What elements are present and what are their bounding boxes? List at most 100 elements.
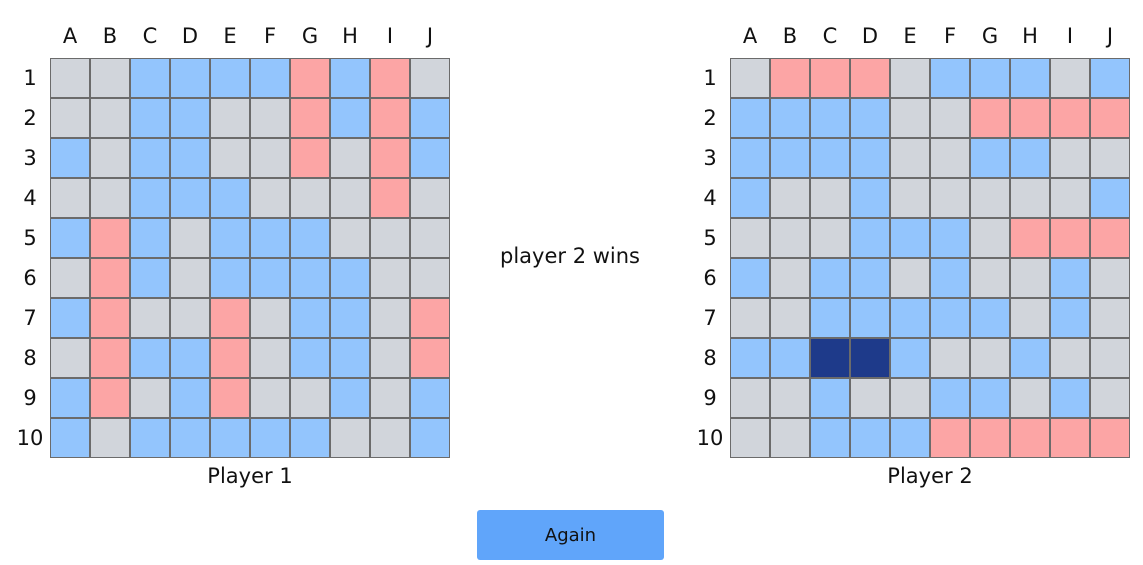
cell-b9-hit[interactable] <box>90 378 130 418</box>
cell-j7-empty[interactable] <box>1090 298 1130 338</box>
cell-d1-miss[interactable] <box>170 58 210 98</box>
cell-h1-miss[interactable] <box>330 58 370 98</box>
cell-h7-empty[interactable] <box>1010 298 1050 338</box>
cell-d6-miss[interactable] <box>850 258 890 298</box>
cell-c4-miss[interactable] <box>130 178 170 218</box>
cell-b4-empty[interactable] <box>770 178 810 218</box>
cell-a4-miss[interactable] <box>730 178 770 218</box>
cell-j3-miss[interactable] <box>410 138 450 178</box>
cell-i3-hit[interactable] <box>370 138 410 178</box>
cell-a1-empty[interactable] <box>50 58 90 98</box>
cell-e4-empty[interactable] <box>890 178 930 218</box>
cell-e3-empty[interactable] <box>210 138 250 178</box>
cell-j4-miss[interactable] <box>1090 178 1130 218</box>
cell-f10-miss[interactable] <box>250 418 290 458</box>
cell-j6-empty[interactable] <box>1090 258 1130 298</box>
cell-d10-miss[interactable] <box>170 418 210 458</box>
cell-f6-miss[interactable] <box>930 258 970 298</box>
cell-d5-miss[interactable] <box>850 218 890 258</box>
cell-a8-empty[interactable] <box>50 338 90 378</box>
cell-g6-miss[interactable] <box>290 258 330 298</box>
cell-a7-miss[interactable] <box>50 298 90 338</box>
cell-b10-empty[interactable] <box>90 418 130 458</box>
cell-a4-empty[interactable] <box>50 178 90 218</box>
cell-e6-miss[interactable] <box>210 258 250 298</box>
cell-b7-empty[interactable] <box>770 298 810 338</box>
cell-d4-miss[interactable] <box>170 178 210 218</box>
cell-e5-miss[interactable] <box>890 218 930 258</box>
cell-f1-miss[interactable] <box>250 58 290 98</box>
cell-a2-miss[interactable] <box>730 98 770 138</box>
cell-i5-empty[interactable] <box>370 218 410 258</box>
cell-h4-empty[interactable] <box>330 178 370 218</box>
cell-a9-miss[interactable] <box>50 378 90 418</box>
cell-j8-hit[interactable] <box>410 338 450 378</box>
cell-e8-miss[interactable] <box>890 338 930 378</box>
cell-h9-empty[interactable] <box>1010 378 1050 418</box>
cell-f5-miss[interactable] <box>250 218 290 258</box>
cell-h8-miss[interactable] <box>1010 338 1050 378</box>
cell-a10-miss[interactable] <box>50 418 90 458</box>
cell-i5-hit[interactable] <box>1050 218 1090 258</box>
cell-e2-empty[interactable] <box>890 98 930 138</box>
cell-c8-ship[interactable] <box>810 338 850 378</box>
cell-b2-miss[interactable] <box>770 98 810 138</box>
again-button[interactable]: Again <box>477 510 664 560</box>
cell-i9-empty[interactable] <box>370 378 410 418</box>
cell-d3-miss[interactable] <box>170 138 210 178</box>
cell-i7-miss[interactable] <box>1050 298 1090 338</box>
cell-a1-empty[interactable] <box>730 58 770 98</box>
cell-d1-hit[interactable] <box>850 58 890 98</box>
cell-h10-hit[interactable] <box>1010 418 1050 458</box>
cell-h10-empty[interactable] <box>330 418 370 458</box>
cell-e7-hit[interactable] <box>210 298 250 338</box>
cell-j7-hit[interactable] <box>410 298 450 338</box>
cell-b6-hit[interactable] <box>90 258 130 298</box>
cell-b3-miss[interactable] <box>770 138 810 178</box>
cell-c5-miss[interactable] <box>130 218 170 258</box>
cell-a2-empty[interactable] <box>50 98 90 138</box>
cell-a3-miss[interactable] <box>50 138 90 178</box>
cell-b1-empty[interactable] <box>90 58 130 98</box>
cell-j4-empty[interactable] <box>410 178 450 218</box>
cell-c6-miss[interactable] <box>130 258 170 298</box>
cell-a7-empty[interactable] <box>730 298 770 338</box>
cell-i6-miss[interactable] <box>1050 258 1090 298</box>
cell-b6-empty[interactable] <box>770 258 810 298</box>
cell-f10-hit[interactable] <box>930 418 970 458</box>
cell-c2-miss[interactable] <box>130 98 170 138</box>
cell-g8-empty[interactable] <box>970 338 1010 378</box>
cell-f1-miss[interactable] <box>930 58 970 98</box>
cell-a6-empty[interactable] <box>50 258 90 298</box>
cell-e10-miss[interactable] <box>210 418 250 458</box>
cell-e8-hit[interactable] <box>210 338 250 378</box>
cell-g7-miss[interactable] <box>290 298 330 338</box>
cell-i10-hit[interactable] <box>1050 418 1090 458</box>
cell-h2-miss[interactable] <box>330 98 370 138</box>
cell-b10-empty[interactable] <box>770 418 810 458</box>
cell-c2-miss[interactable] <box>810 98 850 138</box>
cell-c4-empty[interactable] <box>810 178 850 218</box>
cell-d2-miss[interactable] <box>850 98 890 138</box>
cell-g7-miss[interactable] <box>970 298 1010 338</box>
cell-g4-empty[interactable] <box>970 178 1010 218</box>
cell-d5-empty[interactable] <box>170 218 210 258</box>
cell-j10-hit[interactable] <box>1090 418 1130 458</box>
cell-i7-empty[interactable] <box>370 298 410 338</box>
cell-f8-empty[interactable] <box>930 338 970 378</box>
cell-h2-hit[interactable] <box>1010 98 1050 138</box>
cell-g5-empty[interactable] <box>970 218 1010 258</box>
cell-b8-miss[interactable] <box>770 338 810 378</box>
cell-g3-miss[interactable] <box>970 138 1010 178</box>
cell-c10-miss[interactable] <box>810 418 850 458</box>
cell-i8-empty[interactable] <box>1050 338 1090 378</box>
cell-j1-empty[interactable] <box>410 58 450 98</box>
cell-j2-miss[interactable] <box>410 98 450 138</box>
cell-g1-miss[interactable] <box>970 58 1010 98</box>
cell-j3-empty[interactable] <box>1090 138 1130 178</box>
cell-a9-empty[interactable] <box>730 378 770 418</box>
cell-i10-empty[interactable] <box>370 418 410 458</box>
cell-g2-hit[interactable] <box>290 98 330 138</box>
cell-h6-empty[interactable] <box>1010 258 1050 298</box>
cell-e1-miss[interactable] <box>210 58 250 98</box>
